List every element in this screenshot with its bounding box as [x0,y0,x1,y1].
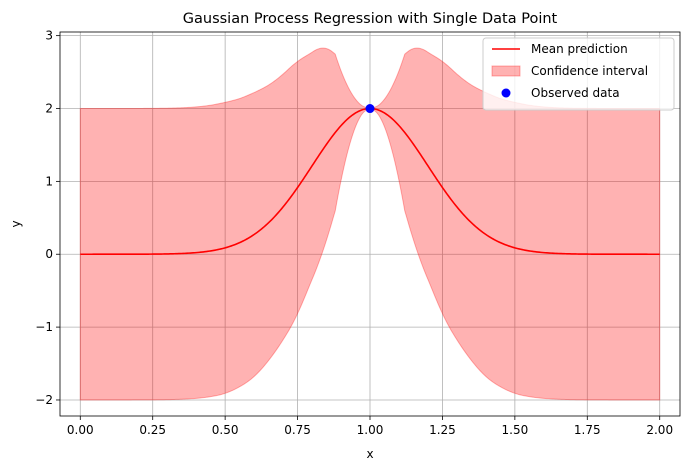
x-tick-label: 0.25 [139,423,166,437]
legend-box [482,37,675,111]
y-ticks: −2 −1 0 1 2 3 [35,29,60,407]
y-tick-label: 1 [45,174,53,188]
x-ticks: 0.00 0.25 0.50 0.75 1.00 1.25 1.50 1.75 2.00 [67,416,673,437]
confidence-band [79,47,661,401]
x-tick-label: 0.00 [67,423,94,437]
legend-mean-label: Mean prediction [531,42,628,56]
observed-points [365,104,375,114]
x-tick-label: 0.50 [212,423,239,437]
x-tick-label: 1.25 [429,423,456,437]
x-tick-label: 2.00 [646,423,673,437]
legend-observed-label: Observed data [531,86,620,100]
y-axis-label: y [9,220,23,227]
y-tick-label: 2 [45,102,53,116]
chart-title: Gaussian Process Regression with Single … [183,11,558,27]
x-tick-label: 0.75 [284,423,311,437]
y-tick-label: 0 [45,247,53,261]
x-tick-label: 1.50 [502,423,529,437]
x-tick-label: 1.00 [357,423,384,437]
legend-band-label: Confidence interval [531,64,648,78]
x-axis-label: x [366,447,373,461]
legend: Mean prediction Confidence interval Obse… [482,37,675,111]
confidence-band-area [79,47,661,401]
legend-band-swatch [491,65,521,77]
legend-observed-marker [501,88,511,98]
x-tick-label: 1.75 [574,423,601,437]
y-tick-label: 3 [45,29,53,43]
y-tick-label: −1 [35,320,53,334]
y-tick-label: −2 [35,393,53,407]
observed-point [365,104,375,114]
